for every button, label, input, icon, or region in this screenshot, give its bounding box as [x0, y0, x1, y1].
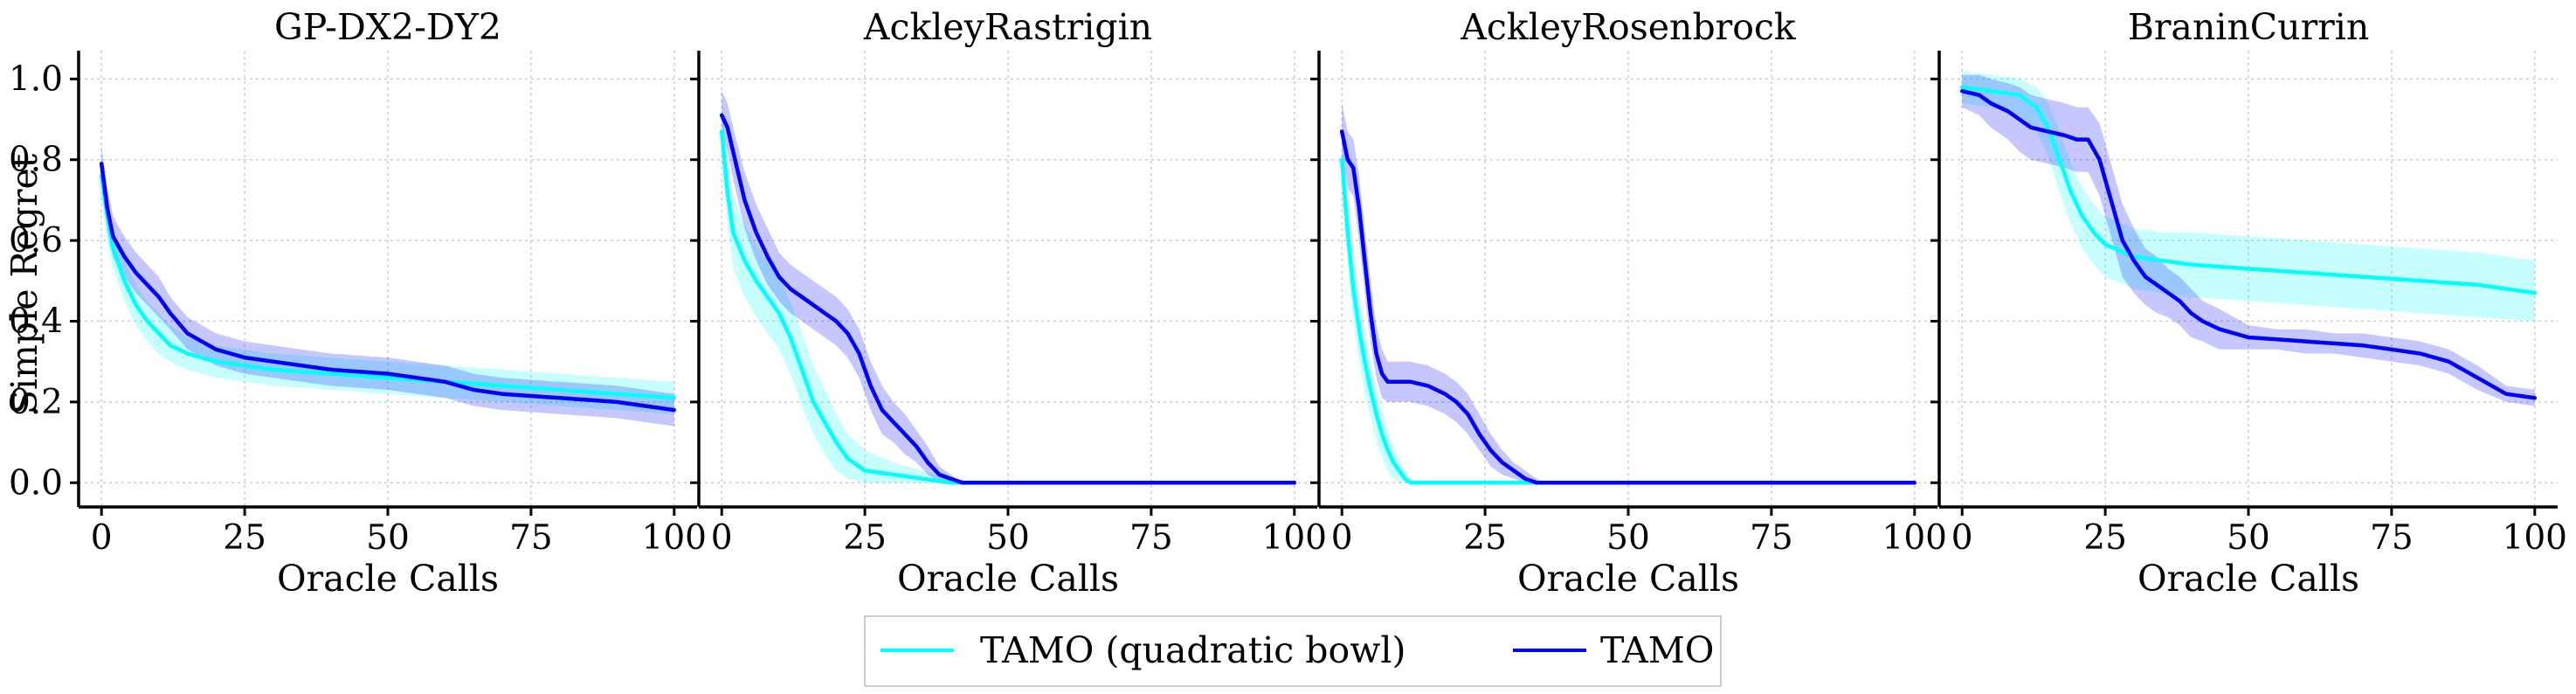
y-tick-label: 0.4: [9, 302, 63, 342]
series-band-tamo: [1962, 74, 2535, 406]
series-band-tamo: [722, 91, 1295, 483]
x-tick-label: 50: [366, 518, 410, 558]
y-tick-label: 0.0: [9, 463, 63, 503]
x-tick-label: 100: [2503, 518, 2567, 558]
x-tick-label: 25: [843, 518, 887, 558]
panel-title: BraninCurrin: [2128, 6, 2370, 48]
legend: TAMO (quadratic bowl) TAMO: [864, 615, 1722, 687]
y-tick-label: 0.6: [9, 221, 63, 260]
x-tick-label: 100: [642, 518, 707, 558]
x-tick-label: 0: [711, 518, 733, 558]
series-band-tamo-quadratic-bowl: [1962, 71, 2535, 322]
legend-label-tamo: TAMO: [1600, 629, 1714, 671]
y-tick-label: 0.8: [9, 141, 63, 180]
x-tick-label: 0: [1951, 518, 1973, 558]
x-tick-label: 75: [2370, 518, 2414, 558]
series-line-tamo: [1339, 129, 1917, 485]
legend-label-tamo-quadratic-bowl: TAMO (quadratic bowl): [980, 629, 1405, 671]
y-tick-label: 1.0: [9, 59, 63, 99]
x-tick-label: 25: [2083, 518, 2127, 558]
panel-title: AckleyRastrigin: [863, 6, 1152, 48]
series-line-tamo: [719, 113, 1297, 485]
panel-ackleyrosenbrock: AckleyRosenbrock 0 25 50 75 100 Oracle Calls: [1310, 6, 1947, 600]
x-tick-label: 50: [1606, 518, 1650, 558]
x-tick-label: 75: [1750, 518, 1793, 558]
x-tick-label: 25: [223, 518, 266, 558]
x-axis-label: Oracle Calls: [277, 558, 499, 600]
series-line-tamo-quadratic-bowl: [1339, 157, 1917, 485]
y-tick-label: 0.2: [9, 383, 63, 422]
x-axis-label: Oracle Calls: [1517, 558, 1739, 600]
panels: GP-DX2-DY2 0 25 50 75 100 0.0 0.2 0.4 0.6 0.8 1.0 Or…: [9, 6, 2567, 600]
panel-branincurrin: BraninCurrin 0 25 50 75 100 Oracle Calls: [1930, 6, 2567, 600]
x-tick-label: 0: [91, 518, 113, 558]
x-tick-label: 100: [1882, 518, 1947, 558]
x-tick-label: 100: [1262, 518, 1327, 558]
x-axis-label: Oracle Calls: [897, 558, 1119, 600]
y-axis-label: Simple Regret: [3, 153, 45, 414]
x-tick-label: 50: [986, 518, 1030, 558]
panel-ackleyrastrigin: AckleyRastrigin 0 25 50 75 100 Oracle Calls: [690, 6, 1327, 600]
panel-title: AckleyRosenbrock: [1460, 6, 1797, 48]
panel-gp-dx2-dy2: GP-DX2-DY2 0 25 50 75 100 0.0 0.2 0.4 0.6 0.8 1.0 Or…: [9, 6, 707, 600]
panel-title: GP-DX2-DY2: [274, 6, 501, 48]
x-tick-label: 50: [2227, 518, 2270, 558]
series-band-tamo: [101, 147, 674, 427]
x-tick-label: 25: [1463, 518, 1507, 558]
series-line-tamo: [1959, 88, 2538, 400]
series-line-tamo-quadratic-bowl: [1959, 85, 2538, 295]
x-tick-label: 75: [1129, 518, 1173, 558]
series-line-tamo-quadratic-bowl: [99, 173, 677, 400]
x-tick-label: 75: [509, 518, 553, 558]
x-tick-label: 0: [1331, 518, 1353, 558]
series-line-tamo: [99, 162, 677, 413]
series-band-tamo-quadratic-bowl: [101, 151, 674, 414]
x-axis-label: Oracle Calls: [2137, 558, 2359, 600]
